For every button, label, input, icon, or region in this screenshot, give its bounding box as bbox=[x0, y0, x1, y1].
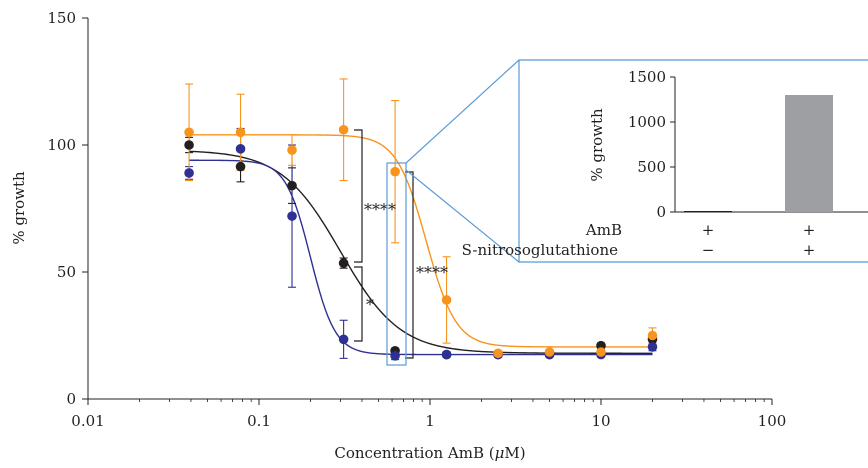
y-tick-label: 100 bbox=[47, 136, 76, 154]
data-point-series-2 bbox=[184, 127, 194, 138]
fit-curve-1 bbox=[189, 159, 653, 356]
fit-curve-2 bbox=[189, 134, 653, 348]
data-point-series-0 bbox=[338, 258, 349, 268]
zoom-connector-top bbox=[405, 59, 520, 164]
data-point-series-2 bbox=[287, 145, 297, 155]
data-point-series-2 bbox=[647, 330, 658, 341]
inset-row-label-gsno: S-nitrosoglutathione bbox=[462, 241, 619, 259]
y-tick-label: 0 bbox=[66, 390, 76, 408]
significance-label-2: * bbox=[366, 295, 374, 314]
data-point-series-1 bbox=[441, 349, 452, 360]
significance-brackets bbox=[354, 129, 414, 359]
data-point-series-1 bbox=[647, 342, 658, 352]
data-point-series-2 bbox=[441, 295, 452, 305]
x-tick-label: 10 bbox=[591, 412, 610, 430]
data-point-series-2 bbox=[338, 124, 349, 135]
data-point-series-2 bbox=[235, 127, 246, 138]
y-tick-label: 150 bbox=[47, 9, 76, 27]
data-point-series-0 bbox=[287, 180, 297, 191]
significance-label-3: **** bbox=[416, 263, 448, 282]
inset-panel: 0 500 1000 1500 % growth AmB S-nitrosogluta… bbox=[462, 59, 868, 263]
inset-y-axis-title: % growth bbox=[588, 108, 606, 182]
inset-bar bbox=[785, 95, 833, 212]
x-axis-title: Concentration AmB (μM) bbox=[334, 444, 525, 462]
inset-bars bbox=[684, 95, 833, 212]
inset-gsno-1: − bbox=[702, 241, 715, 259]
inset-y-tick-label: 1500 bbox=[628, 68, 666, 86]
data-point-series-0 bbox=[184, 140, 194, 150]
bracket-black-orange bbox=[354, 129, 363, 263]
inset-y-tick-label: 500 bbox=[637, 158, 666, 176]
x-tick-label: 0.01 bbox=[71, 412, 104, 430]
data-point-series-1 bbox=[235, 144, 246, 154]
x-axis-ticks: 0.01 0.1 1 10 100 bbox=[71, 399, 786, 430]
fit-curves bbox=[189, 134, 653, 356]
x-tick-label: 1 bbox=[425, 412, 435, 430]
data-point-series-2 bbox=[390, 166, 400, 177]
significance-label-1: **** bbox=[364, 200, 396, 219]
data-points bbox=[184, 124, 658, 361]
data-point-series-1 bbox=[287, 211, 297, 221]
inset-gsno-2: + bbox=[803, 241, 816, 259]
data-point-series-0 bbox=[235, 161, 246, 172]
inset-row-label-amb: AmB bbox=[585, 221, 622, 239]
data-point-series-1 bbox=[390, 351, 400, 361]
y-axis-title: % growth bbox=[10, 171, 28, 245]
data-point-series-1 bbox=[184, 168, 194, 178]
x-tick-label: 100 bbox=[758, 412, 787, 430]
zoom-connector-bottom bbox=[405, 169, 520, 263]
data-point-series-2 bbox=[544, 347, 555, 357]
bracket-black-blue bbox=[354, 266, 363, 342]
zoom-highlight-box bbox=[386, 162, 407, 366]
inset-bar bbox=[684, 211, 732, 212]
inset-y-tick-label: 1000 bbox=[628, 113, 666, 131]
inset-y-tick-label: 0 bbox=[656, 203, 666, 221]
inset-amb-2: + bbox=[803, 221, 816, 239]
y-tick-label: 50 bbox=[57, 263, 76, 281]
data-point-series-1 bbox=[338, 334, 349, 345]
inset-amb-1: + bbox=[702, 221, 715, 239]
data-point-series-2 bbox=[493, 348, 503, 359]
y-axis-ticks: 0 50 100 150 bbox=[47, 9, 88, 408]
inset-y-axis-ticks: 0 500 1000 1500 bbox=[628, 68, 675, 221]
x-tick-label: 0.1 bbox=[247, 412, 271, 430]
data-point-series-2 bbox=[596, 347, 606, 357]
